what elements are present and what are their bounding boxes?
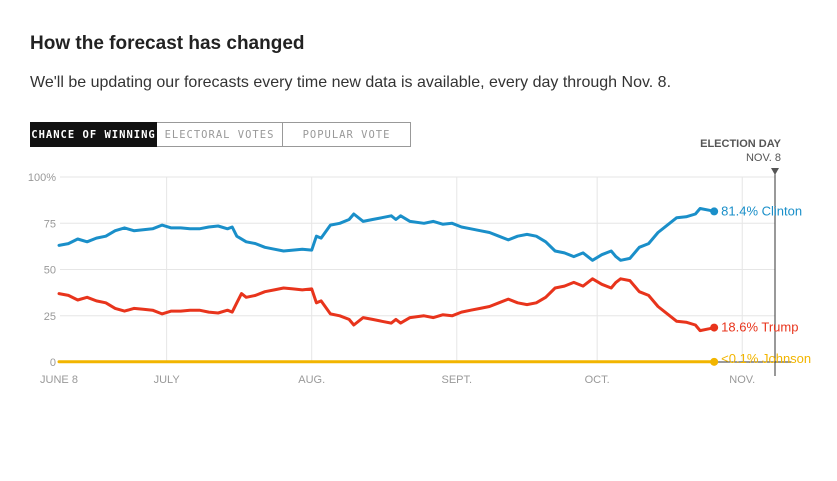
x-tick-label: AUG.: [298, 374, 325, 386]
y-tick-label: 100%: [28, 172, 56, 184]
johnson-end-label: <0.1% Johnson: [721, 351, 811, 366]
clinton-end-marker: [710, 207, 719, 216]
clinton-end-label: 81.4% Clinton: [721, 203, 802, 218]
x-tick-label: JUNE 8: [40, 374, 78, 386]
trump-end-label: 18.6% Trump: [721, 320, 798, 335]
x-tick-label: SEPT.: [441, 374, 472, 386]
trump-end-marker: [710, 323, 719, 332]
election-day-date: NOV. 8: [746, 152, 781, 164]
tab-popular-vote[interactable]: POPULAR VOTE: [283, 122, 411, 147]
y-tick-label: 0: [50, 357, 56, 369]
chart-subtitle: We'll be updating our forecasts every ti…: [30, 74, 672, 91]
y-tick-label: 75: [44, 218, 56, 230]
clinton-line: [57, 207, 716, 262]
y-tick-label: 50: [44, 265, 56, 277]
election-day-triangle: [771, 168, 779, 175]
x-tick-label: OCT.: [585, 374, 610, 386]
tab-electoral-votes[interactable]: ELECTORAL VOTES: [157, 122, 283, 147]
trump-line: [57, 277, 716, 333]
y-tick-label: 25: [44, 311, 56, 323]
x-tick-label: NOV.: [729, 374, 755, 386]
election-day-label: ELECTION DAY: [700, 138, 782, 150]
metric-tabs: CHANCE OF WINNING ELECTORAL VOTES POPULA…: [30, 122, 411, 147]
x-tick-label: JULY: [154, 374, 181, 386]
tab-chance-of-winning[interactable]: CHANCE OF WINNING: [30, 122, 157, 147]
chart-title: How the forecast has changed: [30, 33, 305, 54]
johnson-end-marker: [710, 357, 719, 366]
